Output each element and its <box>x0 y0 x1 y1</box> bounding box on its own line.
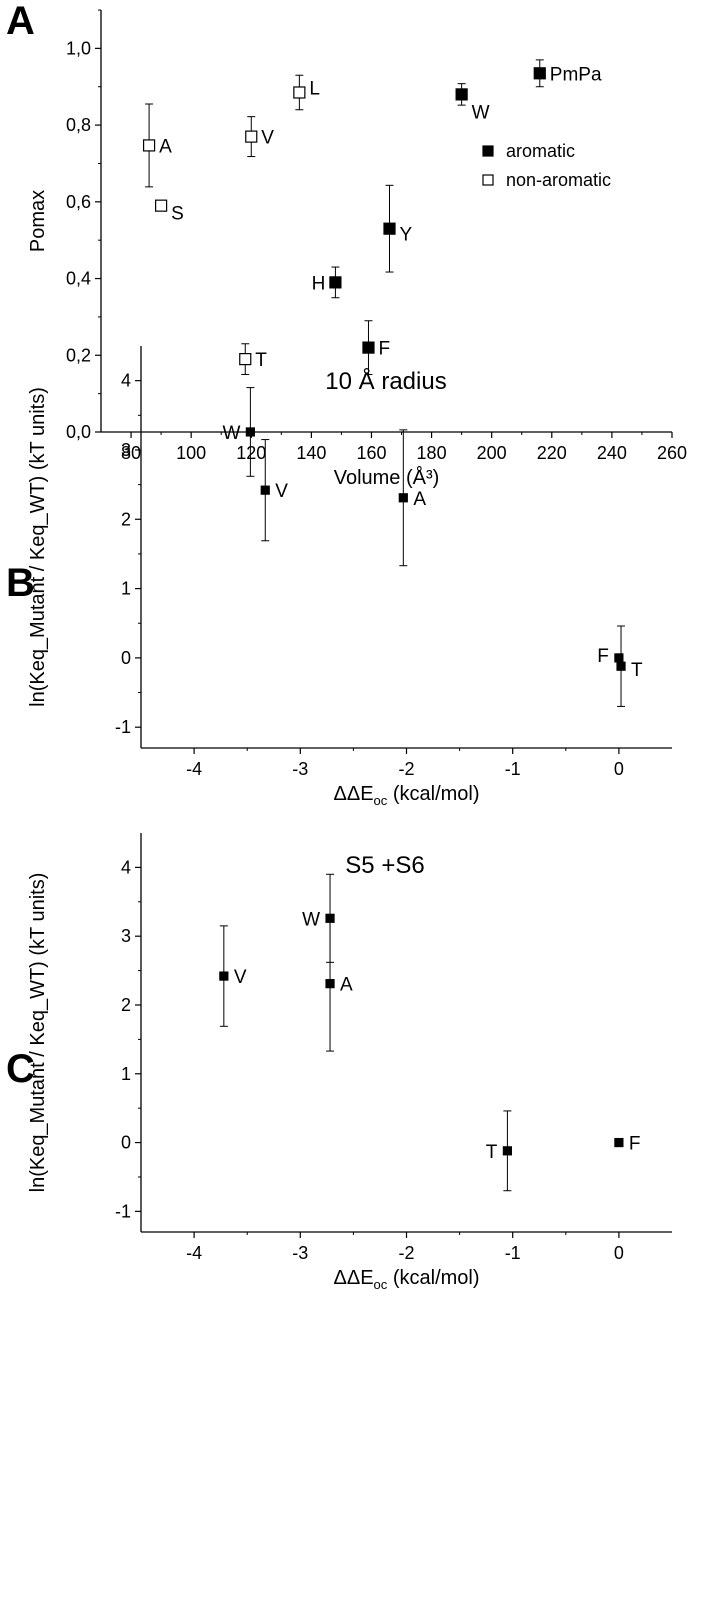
y-tick-label: 0,6 <box>66 192 91 212</box>
panel-c-letter: C <box>6 1047 35 1091</box>
x-tick-label: -2 <box>398 1243 414 1263</box>
x-tick-label: -3 <box>292 759 308 779</box>
point-label: T <box>255 350 267 371</box>
x-axis-label: Volume (Å³) <box>334 466 440 489</box>
x-tick-label: 180 <box>417 443 447 463</box>
y-tick-label: 3 <box>121 926 131 946</box>
data-point <box>245 130 258 143</box>
x-tick-label: -3 <box>292 1243 308 1263</box>
y-tick-label: 4 <box>121 371 131 391</box>
data-point <box>614 653 624 663</box>
x-tick-label: 120 <box>236 443 266 463</box>
panel-c-chart: C -4 -3 -2 -1 0 -1 0 1 2 3 4 ΔΔEoc (kcal/mol) ln(Keq… <box>6 833 672 1292</box>
y-tick-label: 0,2 <box>66 345 91 365</box>
point-label: T <box>486 1142 498 1163</box>
y-tick-label: 1 <box>121 1064 131 1084</box>
point-label: V <box>261 128 274 149</box>
data-point <box>502 1146 512 1156</box>
x-tick-label: 200 <box>477 443 507 463</box>
chart-title: S5 +S6 <box>345 852 424 879</box>
x-tick-label: 80 <box>121 443 141 463</box>
data-point <box>616 661 626 671</box>
legend-marker <box>482 145 494 157</box>
x-tick-label: 0 <box>614 759 624 779</box>
x-tick-label: -4 <box>186 759 202 779</box>
x-tick-label: 240 <box>597 443 627 463</box>
y-tick-label: -1 <box>115 717 131 737</box>
y-axis-label: Pomax <box>27 190 49 252</box>
data-point <box>219 971 229 981</box>
point-label: A <box>413 489 426 510</box>
point-label: V <box>275 481 288 502</box>
point-label: F <box>378 339 390 360</box>
legend-label: aromatic <box>506 141 575 161</box>
data-point <box>398 493 408 503</box>
point-label: S <box>171 204 184 225</box>
panel-a-chart: A 80 100 120 140 160 180 200 220 240 260 0,0 0,2 0,4… <box>6 0 687 489</box>
panel-a-letter: A <box>6 0 35 43</box>
x-tick-label: 260 <box>657 443 687 463</box>
point-label: W <box>222 423 240 444</box>
data-point <box>260 485 270 495</box>
x-tick-label: 100 <box>176 443 206 463</box>
data-point <box>325 979 335 989</box>
data-point <box>362 341 375 354</box>
y-tick-label: 0 <box>121 1133 131 1153</box>
point-label: Y <box>400 225 413 246</box>
y-axis-label: ln(Keq_Mutant / Keq_WT) (kT units) <box>27 873 49 1193</box>
y-tick-label: -1 <box>115 1201 131 1221</box>
point-label: A <box>340 975 353 996</box>
panel-b-chart: B -4 -3 -2 -1 0 -1 0 1 2 3 4 ΔΔEoc (kcal/mol) ln(Keq… <box>6 346 672 808</box>
x-tick-label: -2 <box>398 759 414 779</box>
point-label: V <box>234 967 247 988</box>
legend-marker <box>482 174 494 186</box>
point-label: PmPa <box>550 64 602 85</box>
data-point <box>155 199 168 212</box>
y-tick-label: 0,8 <box>66 115 91 135</box>
point-label: W <box>472 102 490 123</box>
chart-title: 10 Å radius <box>325 367 446 395</box>
point-label: W <box>302 909 320 930</box>
y-tick-label: 0,0 <box>66 422 91 442</box>
x-tick-label: -4 <box>186 1243 202 1263</box>
x-tick-label: -1 <box>505 1243 521 1263</box>
x-axis-label: ΔΔEoc (kcal/mol) <box>333 1267 479 1292</box>
point-label: A <box>159 136 172 157</box>
x-tick-label: 140 <box>296 443 326 463</box>
point-label: F <box>597 646 609 667</box>
data-point <box>383 222 396 235</box>
y-tick-label: 3 <box>121 440 131 460</box>
x-axis-label: ΔΔEoc (kcal/mol) <box>333 783 479 808</box>
panel-b-letter: B <box>6 561 35 605</box>
data-point <box>614 1137 624 1148</box>
y-tick-label: 2 <box>121 509 131 529</box>
data-point <box>293 86 306 99</box>
x-tick-label: 0 <box>614 1243 624 1263</box>
point-label: L <box>309 78 320 99</box>
y-tick-label: 4 <box>121 857 131 877</box>
data-point <box>329 276 342 289</box>
y-axis-label: ln(Keq_Mutant / Keq_WT) (kT units) <box>27 387 49 707</box>
point-label: F <box>629 1134 641 1155</box>
point-label: H <box>312 273 326 294</box>
point-label: T <box>631 660 643 681</box>
data-point <box>533 67 546 80</box>
y-tick-label: 1 <box>121 579 131 599</box>
y-tick-label: 0,4 <box>66 269 91 289</box>
data-point <box>455 88 468 101</box>
y-tick-label: 2 <box>121 995 131 1015</box>
y-tick-label: 0 <box>121 648 131 668</box>
x-tick-label: -1 <box>505 759 521 779</box>
x-tick-label: 160 <box>356 443 386 463</box>
y-tick-label: 1,0 <box>66 38 91 58</box>
data-point <box>142 139 156 152</box>
legend-label: non-aromatic <box>506 170 611 190</box>
data-point <box>239 353 252 366</box>
x-tick-label: 220 <box>537 443 567 463</box>
data-point <box>245 427 255 437</box>
